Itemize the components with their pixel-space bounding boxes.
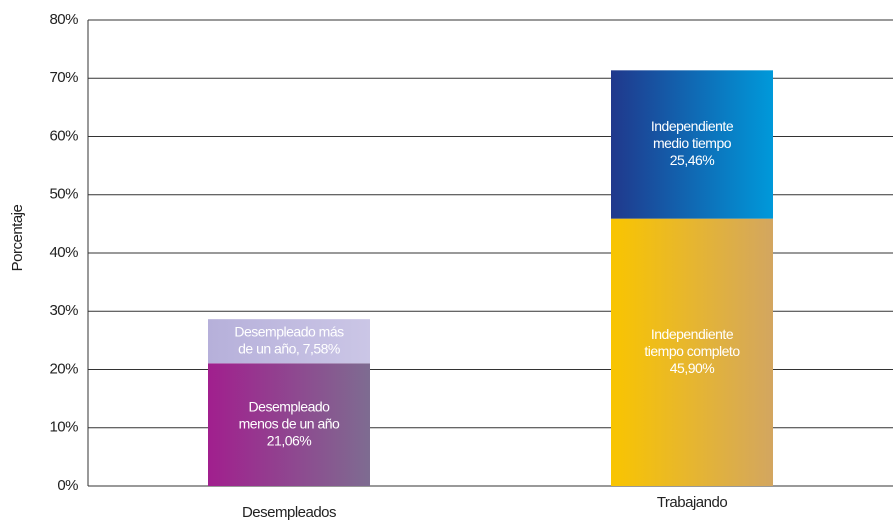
segment-label: Desempleado más bbox=[234, 323, 344, 339]
y-tick-label: 60% bbox=[49, 127, 78, 144]
y-tick-label: 50% bbox=[49, 186, 78, 203]
y-tick-label: 80% bbox=[49, 11, 78, 28]
bar-segment bbox=[208, 319, 370, 364]
segment-label: menos de un año bbox=[239, 415, 340, 431]
bar-segment bbox=[208, 363, 370, 486]
x-tick-label: Desempleados bbox=[242, 504, 336, 521]
y-tick-label: 10% bbox=[49, 419, 78, 436]
segment-label: medio tiempo bbox=[653, 135, 732, 151]
segment-label: 25,46% bbox=[670, 152, 715, 168]
y-tick-label: 20% bbox=[49, 360, 78, 377]
x-tick-label: Trabajando bbox=[657, 494, 727, 511]
y-tick-label: 0% bbox=[57, 477, 78, 494]
y-tick-label: 40% bbox=[49, 244, 78, 261]
segment-label: 45,90% bbox=[670, 360, 715, 376]
y-axis-label: Porcentaje bbox=[9, 204, 26, 271]
segment-label: tiempo completo bbox=[644, 343, 740, 359]
bar-segment bbox=[611, 218, 773, 486]
segment-label: de un año, 7,58% bbox=[238, 340, 340, 356]
segment-label: 21,06% bbox=[267, 432, 312, 448]
segment-label: Desempleado bbox=[249, 398, 331, 414]
y-tick-label: 30% bbox=[49, 302, 78, 319]
bar-segment bbox=[611, 70, 773, 219]
y-tick-label: 70% bbox=[49, 69, 78, 86]
segment-label: Independiente bbox=[651, 118, 734, 134]
segment-label: Independiente bbox=[651, 326, 734, 342]
